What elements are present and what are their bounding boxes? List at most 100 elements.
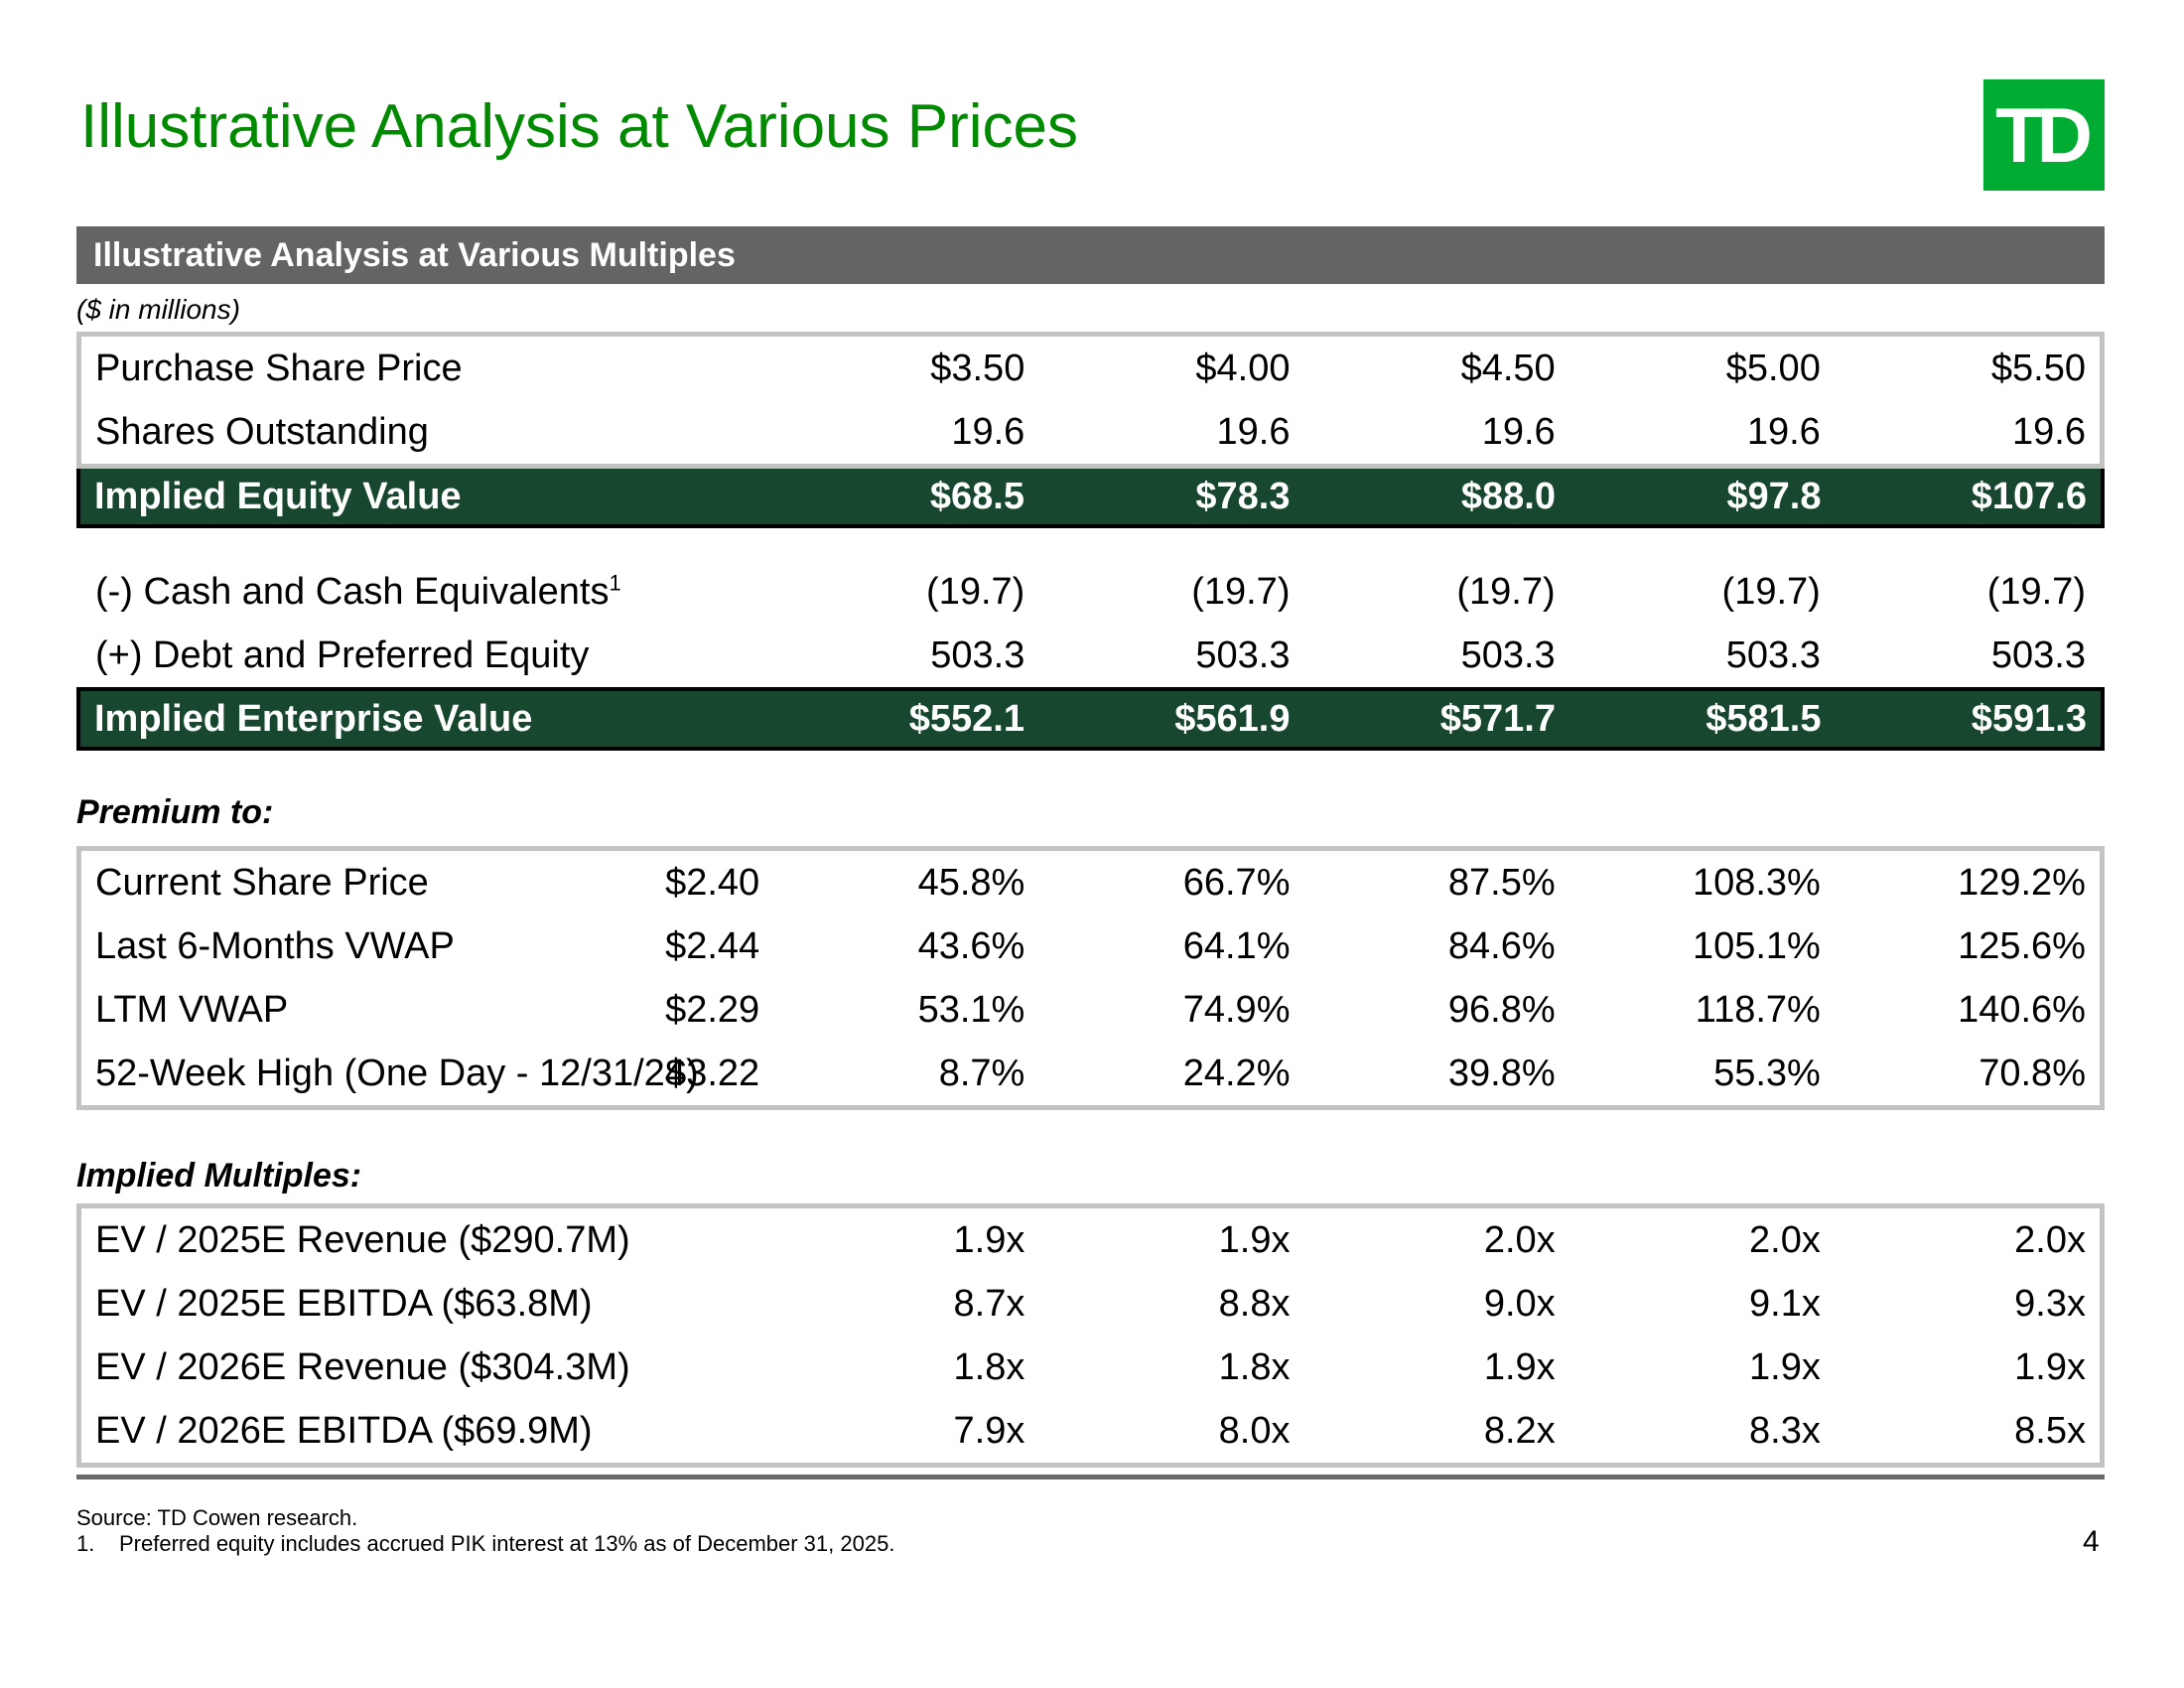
page-number: 4 xyxy=(2083,1525,2100,1558)
cell-value: 1.9x xyxy=(1218,1218,1291,1261)
section-header-text: Illustrative Analysis at Various Multipl… xyxy=(93,235,736,274)
cell-value: 7.9x xyxy=(953,1409,1025,1452)
table-row: EV / 2025E Revenue ($290.7M) 1.9x 1.9x 2.0x… xyxy=(81,1208,2100,1272)
cell-value: 53.1% xyxy=(917,988,1025,1031)
row-label: Shares Outstanding xyxy=(81,411,508,454)
row-label: EV / 2025E Revenue ($290.7M) xyxy=(81,1219,630,1262)
row-label: Last 6-Months VWAP xyxy=(81,925,508,968)
premium-table: Current Share Price $2.40 45.8% 66.7% 87.5% 1… xyxy=(76,846,2105,1110)
footnote-number: 1. xyxy=(76,1531,95,1556)
cell-value: 43.6% xyxy=(917,924,1025,967)
td-logo-text: TD xyxy=(1995,90,2093,179)
cell-value: 8.5x xyxy=(2014,1409,2086,1452)
cell-value: 64.1% xyxy=(1182,924,1291,967)
cell-value: 96.8% xyxy=(1447,988,1556,1031)
table-row: Current Share Price $2.40 45.8% 66.7% 87.5% 1… xyxy=(81,851,2100,914)
source-note: Source: TD Cowen research. xyxy=(76,1505,358,1530)
row-label-text: 52-Week High (One Day - 12/31/24) xyxy=(95,1052,699,1094)
cell-value: 503.3 xyxy=(930,633,1025,676)
section-header-bar: Illustrative Analysis at Various Multipl… xyxy=(76,226,2105,284)
cell-value: 1.9x xyxy=(2014,1345,2086,1388)
cell-value: (19.7) xyxy=(1191,570,1291,613)
cell-value: 503.3 xyxy=(1460,633,1556,676)
cell-value: 8.7x xyxy=(953,1282,1025,1325)
cell-value: 19.6 xyxy=(1481,410,1556,453)
cell-value: 140.6% xyxy=(1958,988,2086,1031)
row-label: LTM VWAP xyxy=(81,989,508,1032)
cell-value: (19.7) xyxy=(1986,570,2086,613)
implied-equity-value-row: Implied Equity Value $68.5 $78.3 $88.0 $97.8… xyxy=(76,469,2105,528)
row-label-text: EV / 2026E EBITDA ($69.9M) xyxy=(95,1409,593,1452)
row-label: (+) Debt and Preferred Equity xyxy=(81,634,589,677)
cell-value: 19.6 xyxy=(1216,410,1291,453)
adjustments-table: (-) Cash and Cash Equivalents1 (19.7) (19.… xyxy=(76,560,2105,687)
cell-value: 108.3% xyxy=(1692,861,1821,904)
cell-value: $561.9 xyxy=(1174,697,1291,740)
cell-value: 8.0x xyxy=(1218,1409,1291,1452)
cell-value: 74.9% xyxy=(1182,988,1291,1031)
row-label-text: Current Share Price xyxy=(95,861,429,904)
price-table: Purchase Share Price $3.50 $4.00 $4.50 $5.00… xyxy=(76,332,2105,469)
footnote-ref: 1 xyxy=(609,569,621,595)
cell-value: 1.9x xyxy=(1483,1345,1556,1388)
cell-value: (19.7) xyxy=(1721,570,1821,613)
footnote-text: Preferred equity includes accrued PIK in… xyxy=(119,1531,895,1556)
cell-value: 2.0x xyxy=(1749,1218,1821,1261)
td-logo: TD xyxy=(1983,79,2105,191)
cell-value: 1.9x xyxy=(1749,1345,1821,1388)
cell-value: (19.7) xyxy=(926,570,1025,613)
cell-value: $571.7 xyxy=(1439,697,1556,740)
multiples-table: EV / 2025E Revenue ($290.7M) 1.9x 1.9x 2.0x… xyxy=(76,1203,2105,1468)
cell-value: $552.1 xyxy=(908,697,1024,740)
cell-value: 45.8% xyxy=(917,861,1025,904)
table-row: (-) Cash and Cash Equivalents1 (19.7) (19.… xyxy=(81,560,2100,624)
cell-value: 8.7% xyxy=(938,1052,1025,1094)
units-note: ($ in millions) xyxy=(76,294,240,325)
cell-value: $78.3 xyxy=(1195,475,1291,517)
table-row: LTM VWAP $2.29 53.1% 74.9% 96.8% 118.7% 140.6% xyxy=(81,978,2100,1042)
cell-value: 129.2% xyxy=(1958,861,2086,904)
cell-value: 19.6 xyxy=(1746,410,1821,453)
ref-value: $3.22 xyxy=(665,1052,760,1094)
cell-value: 9.0x xyxy=(1483,1282,1556,1325)
cell-value: 9.3x xyxy=(2014,1282,2086,1325)
cell-value: 87.5% xyxy=(1447,861,1556,904)
cell-value: 1.8x xyxy=(953,1345,1025,1388)
cell-value: (19.7) xyxy=(1456,570,1556,613)
cell-value: 1.9x xyxy=(953,1218,1025,1261)
row-label: Current Share Price xyxy=(81,862,508,905)
row-label: (-) Cash and Cash Equivalents1 xyxy=(81,571,621,614)
cell-value: 19.6 xyxy=(2012,410,2086,453)
table-row: 52-Week High (One Day - 12/31/24) $3.22 8.… xyxy=(81,1042,2100,1105)
cell-value: 70.8% xyxy=(1979,1052,2086,1094)
cell-value: 19.6 xyxy=(951,410,1025,453)
cell-value: $97.8 xyxy=(1726,475,1822,517)
cell-value: 503.3 xyxy=(1195,633,1291,676)
footer-rule xyxy=(76,1475,2105,1479)
implied-enterprise-value-row: Implied Enterprise Value $552.1 $561.9 $571… xyxy=(76,687,2105,751)
table-row: Shares Outstanding 19.6 19.6 19.6 19.6 19.6 xyxy=(81,400,2100,464)
footnote: 1. Preferred equity includes accrued PIK… xyxy=(76,1531,2105,1557)
row-label: EV / 2025E EBITDA ($63.8M) xyxy=(81,1283,593,1326)
cell-value: 503.3 xyxy=(1725,633,1821,676)
ref-value: $2.44 xyxy=(665,924,760,967)
table-row: EV / 2025E EBITDA ($63.8M) 8.7x 8.8x 9.0x 9.… xyxy=(81,1272,2100,1336)
cell-value: 118.7% xyxy=(1695,988,1821,1031)
row-label-text: Implied Enterprise Value xyxy=(94,697,533,740)
row-label: Purchase Share Price xyxy=(81,348,508,390)
cell-value: 2.0x xyxy=(2014,1218,2086,1261)
cell-value: 8.3x xyxy=(1749,1409,1821,1452)
table-row: (+) Debt and Preferred Equity 503.3 503.3 5… xyxy=(81,624,2100,687)
table-row: Purchase Share Price $3.50 $4.00 $4.50 $5.00… xyxy=(81,337,2100,400)
cell-value: $3.50 xyxy=(930,347,1025,389)
cell-value: 66.7% xyxy=(1182,861,1291,904)
cell-value: $5.50 xyxy=(1990,347,2086,389)
ref-value: $2.40 xyxy=(665,861,760,904)
cell-value: 84.6% xyxy=(1447,924,1556,967)
cell-value: 8.2x xyxy=(1483,1409,1556,1452)
row-label-text: Purchase Share Price xyxy=(95,347,463,389)
cell-value: $107.6 xyxy=(1971,475,2087,517)
cell-value: $68.5 xyxy=(929,475,1024,517)
slide: TD Illustrative Analysis at Various Pric… xyxy=(76,0,2105,1557)
cell-value: 9.1x xyxy=(1749,1282,1821,1325)
